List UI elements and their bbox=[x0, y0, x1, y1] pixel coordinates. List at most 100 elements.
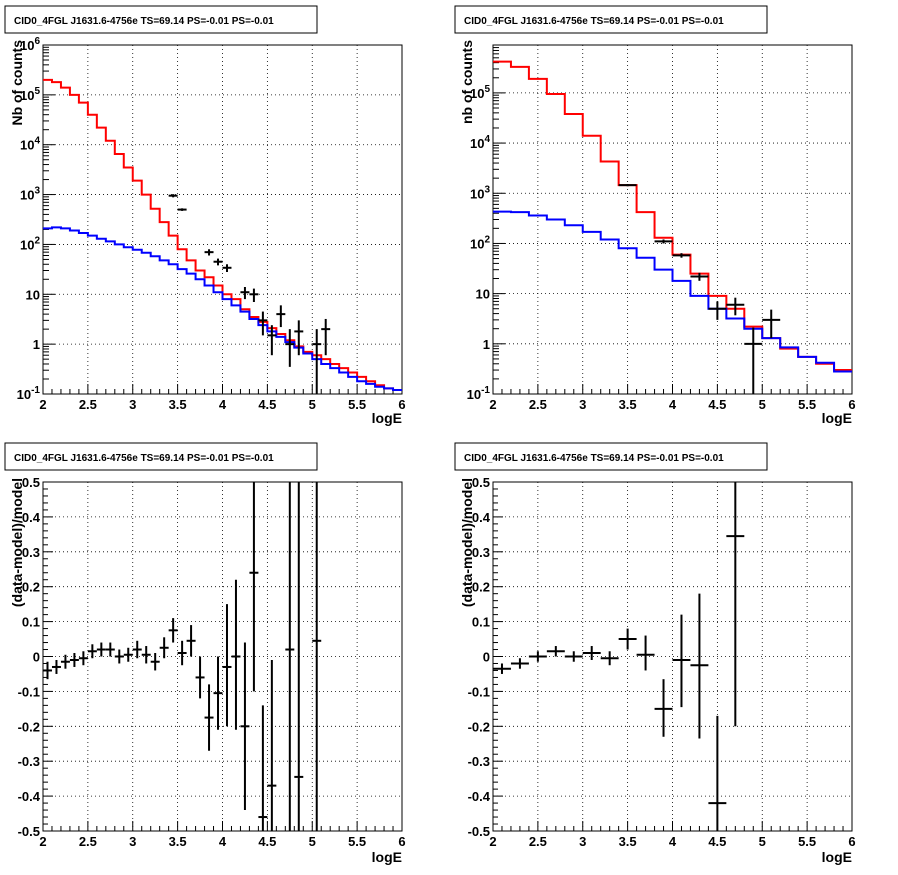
panel-title: CID0_4FGL J1631.6-4756e TS=69.14 PS=-0.0… bbox=[14, 16, 274, 27]
data-point bbox=[672, 614, 691, 708]
data-point bbox=[258, 705, 268, 831]
data-point bbox=[618, 628, 637, 650]
data-point bbox=[582, 646, 601, 660]
y-tick-label: -0.4 bbox=[18, 789, 41, 804]
data-point bbox=[114, 649, 124, 664]
y-tick-label: -0.1 bbox=[18, 684, 40, 699]
y-tick-label: 10 bbox=[26, 287, 40, 302]
data-point bbox=[150, 653, 160, 671]
y-tick-label: 0.4 bbox=[472, 510, 491, 525]
data-point bbox=[60, 654, 70, 669]
title-box bbox=[454, 5, 768, 34]
y-tick-label: 1 bbox=[33, 337, 40, 352]
x-tick-label: 4 bbox=[219, 834, 227, 849]
data-point bbox=[726, 297, 745, 316]
y-tick-label: 0.4 bbox=[22, 510, 41, 525]
y-tick-label: -0.1 bbox=[468, 684, 490, 699]
data-point bbox=[294, 482, 304, 831]
x-tick-label: 5 bbox=[759, 397, 766, 412]
y-tick-label: -0.2 bbox=[468, 719, 490, 734]
data-point bbox=[600, 651, 619, 666]
x-tick-label: 2 bbox=[489, 834, 496, 849]
y-tick-label: 102 bbox=[20, 235, 40, 252]
data-point bbox=[321, 318, 331, 356]
y-tick-label: 0.3 bbox=[472, 545, 490, 560]
plot-area: 2 2.5 3 3.5 4 4.5 5 5.5 6 10-1 1 10 102 103 104 105 106 bbox=[17, 36, 406, 412]
y-tick-label: 105 bbox=[470, 84, 490, 101]
panel-residuals-left: CID0_4FGL J1631.6-4756e TS=69.14 PS=-0.0… bbox=[4, 442, 406, 865]
x-tick-label: 3 bbox=[579, 397, 586, 412]
x-axis-title: logE bbox=[372, 410, 402, 426]
y-axis-title: (data-model)/model bbox=[459, 478, 475, 607]
x-tick-label: 3 bbox=[579, 834, 586, 849]
data-point bbox=[222, 604, 232, 727]
data-point bbox=[204, 684, 214, 751]
data-point bbox=[708, 715, 727, 831]
model-source-series bbox=[493, 210, 852, 373]
data-point bbox=[78, 651, 88, 666]
y-tick-label: 0 bbox=[483, 650, 490, 665]
y-tick-label: 102 bbox=[470, 234, 490, 251]
y-tick-label: 105 bbox=[20, 86, 40, 103]
panel-title: CID0_4FGL J1631.6-4756e TS=69.14 PS=-0.0… bbox=[464, 453, 724, 464]
y-tick-label: 0 bbox=[33, 650, 40, 665]
data-point bbox=[267, 325, 277, 356]
data-point bbox=[222, 264, 232, 272]
data-point bbox=[96, 642, 106, 657]
x-tick-label: 3 bbox=[129, 397, 136, 412]
data-point bbox=[510, 658, 529, 669]
data-point bbox=[213, 656, 223, 730]
data-point bbox=[249, 288, 259, 303]
panel-residuals-right: CID0_4FGL J1631.6-4756e TS=69.14 PS=-0.0… bbox=[454, 442, 856, 865]
data-point bbox=[528, 651, 547, 662]
data-point bbox=[240, 642, 250, 811]
x-tick-label: 3.5 bbox=[169, 834, 187, 849]
data-point bbox=[493, 663, 511, 674]
model-source-series bbox=[43, 226, 402, 392]
x-tick-label: 6 bbox=[398, 397, 405, 412]
y-axis-title: nb of counts bbox=[459, 40, 475, 124]
y-tick-label: 0.2 bbox=[22, 580, 40, 595]
y-axis-title: Nb of counts bbox=[9, 40, 25, 126]
data-point bbox=[186, 625, 196, 657]
data-point bbox=[105, 642, 115, 657]
y-tick-label: -0.5 bbox=[18, 824, 40, 839]
y-tick-label: 106 bbox=[20, 36, 40, 53]
x-tick-label: 5 bbox=[759, 834, 766, 849]
x-tick-label: 5.5 bbox=[348, 834, 366, 849]
data-point bbox=[564, 651, 583, 662]
data-point bbox=[546, 646, 565, 657]
x-tick-label: 2.5 bbox=[79, 834, 97, 849]
data-point bbox=[258, 311, 268, 336]
x-tick-label: 3 bbox=[129, 834, 136, 849]
x-tick-label: 6 bbox=[848, 397, 855, 412]
data-point bbox=[636, 635, 655, 671]
y-tick-label: 10-1 bbox=[17, 385, 41, 402]
data-point bbox=[141, 646, 151, 664]
x-tick-label: 4.5 bbox=[708, 397, 726, 412]
data-point bbox=[69, 653, 79, 667]
y-tick-label: 0.1 bbox=[472, 615, 490, 630]
data-point bbox=[726, 482, 745, 727]
y-tick-label: 0.3 bbox=[22, 545, 40, 560]
data-point bbox=[132, 640, 142, 659]
data-point bbox=[168, 194, 178, 198]
y-tick-label: -0.4 bbox=[468, 789, 491, 804]
plot-area: 2 2.5 3 3.5 4 4.5 5 5.5 6 -0.5 -0.4 -0.3 -0.2 -0.1 0 0.… bbox=[468, 475, 856, 849]
x-tick-label: 2 bbox=[39, 834, 46, 849]
y-tick-label: -0.2 bbox=[18, 719, 40, 734]
y-tick-label: 10 bbox=[476, 287, 490, 302]
data-point bbox=[177, 208, 187, 211]
data-point bbox=[123, 647, 133, 662]
x-tick-label: 2 bbox=[489, 397, 496, 412]
x-tick-label: 4.5 bbox=[258, 834, 276, 849]
y-tick-label: -0.3 bbox=[18, 754, 40, 769]
y-tick-label: -0.5 bbox=[468, 824, 490, 839]
data-point bbox=[708, 301, 727, 320]
x-tick-label: 3.5 bbox=[619, 397, 637, 412]
data-point bbox=[690, 272, 709, 281]
x-axis-title: logE bbox=[822, 849, 852, 865]
data-point bbox=[312, 329, 322, 394]
x-tick-label: 2.5 bbox=[79, 397, 97, 412]
